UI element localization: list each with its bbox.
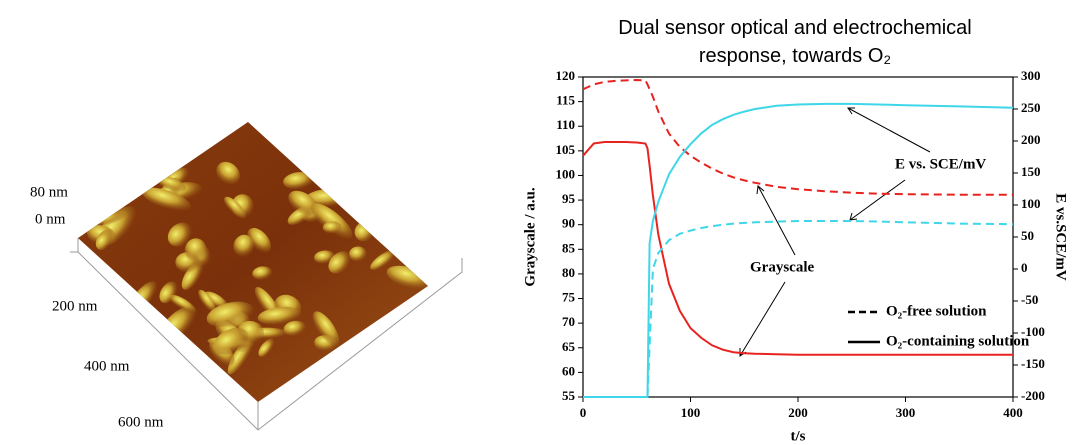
x-tick-label: 200 xyxy=(788,405,808,420)
legend-label: O₂-containing solution xyxy=(886,333,1030,349)
y-tick-label: 85 xyxy=(562,240,576,255)
y-tick-label: 120 xyxy=(556,68,576,83)
y-tick-label: 55 xyxy=(562,388,576,403)
afm-axis-label: 600 nm xyxy=(118,414,164,430)
y-tick-label: 70 xyxy=(562,314,575,329)
y-axis-label: Grayscale / a.u. xyxy=(522,187,538,286)
y-tick-label: 105 xyxy=(556,142,576,157)
data-line xyxy=(583,142,1013,355)
y-tick-label: 75 xyxy=(562,290,576,305)
y-tick-label: 80 xyxy=(562,265,575,280)
y-tick-label: 100 xyxy=(556,166,576,181)
y2-tick-label: -50 xyxy=(1021,292,1038,307)
x-tick-label: 0 xyxy=(580,405,587,420)
x-axis-label: t/s xyxy=(791,428,806,444)
y2-tick-label: -200 xyxy=(1021,388,1045,403)
annotation: Grayscale xyxy=(750,259,814,275)
y2-axis-label: E vs.SCE/mV xyxy=(1053,193,1069,281)
y2-tick-label: 200 xyxy=(1021,132,1041,147)
y2-tick-label: 300 xyxy=(1021,68,1041,83)
y-tick-label: 65 xyxy=(562,339,576,354)
y-tick-label: 110 xyxy=(556,117,575,132)
chart-title: Dual sensor optical and electrochemical … xyxy=(595,14,995,70)
y2-tick-label: 150 xyxy=(1021,164,1041,179)
y2-tick-label: 50 xyxy=(1021,228,1034,243)
annotation: E vs. SCE/mV xyxy=(895,156,986,172)
x-tick-label: 300 xyxy=(896,405,916,420)
x-tick-label: 100 xyxy=(681,405,701,420)
y2-tick-label: -150 xyxy=(1021,356,1045,371)
y2-tick-label: -100 xyxy=(1021,324,1045,339)
y-tick-label: 115 xyxy=(556,93,575,108)
y2-tick-label: 250 xyxy=(1021,100,1041,115)
y2-tick-label: 100 xyxy=(1021,196,1041,211)
y-tick-label: 60 xyxy=(562,363,575,378)
legend: O₂-free solution O₂-containing solution xyxy=(848,303,1030,349)
legend-label: O₂-free solution xyxy=(886,303,987,319)
afm-axis-label: 400 nm xyxy=(84,358,130,374)
x-tick-label: 400 xyxy=(1003,405,1023,420)
afm-z-label: 80 nm xyxy=(30,184,68,200)
y-tick-label: 90 xyxy=(562,216,575,231)
afm-z-label: 0 nm xyxy=(35,211,66,227)
y-tick-label: 95 xyxy=(562,191,576,206)
figure: 80 nm 0 nm 200 nm 400 nm 600 nm Grayscal… xyxy=(0,0,1072,445)
data-line xyxy=(583,80,1013,195)
y2-tick-label: 0 xyxy=(1021,260,1028,275)
afm-axis-label: 200 nm xyxy=(52,298,98,314)
